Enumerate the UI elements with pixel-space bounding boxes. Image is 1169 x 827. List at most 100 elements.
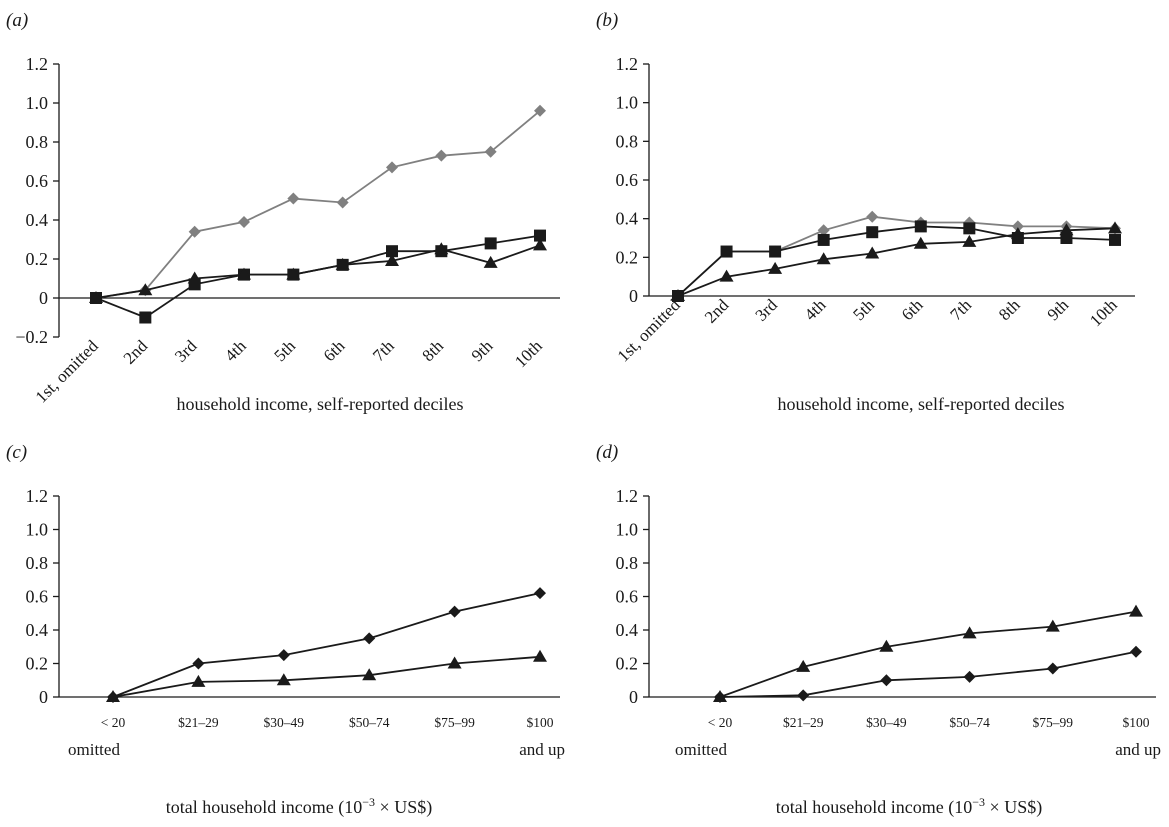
y-tick-label: 0.2 (26, 249, 49, 269)
series-diamond (714, 645, 1142, 703)
x-axis-title-part: total household income (10 (166, 797, 362, 818)
x-tick-label: $21–29 (178, 715, 219, 730)
data-point-triangle (191, 674, 206, 687)
data-point-diamond (287, 192, 300, 205)
data-point-square (769, 245, 782, 258)
x-tick-label: 4th (801, 295, 830, 324)
panel-label: (a) (6, 10, 28, 31)
data-point-diamond (817, 224, 830, 237)
data-point-triangle (962, 234, 977, 247)
data-point-diamond (188, 225, 201, 238)
y-tick-label: 1.2 (26, 486, 49, 506)
x-tick-label: $100 (1123, 715, 1150, 730)
data-point-diamond (484, 145, 497, 158)
data-point-square (817, 233, 830, 246)
data-point-diamond (435, 149, 448, 162)
series-triangle (671, 221, 1122, 301)
y-tick-label: 0.6 (616, 170, 639, 190)
x-tick-label: 5th (849, 295, 878, 324)
y-tick-label: 1.0 (26, 93, 49, 113)
x-axis-title: household income, self-reported deciles (778, 394, 1065, 414)
y-tick-label: 0.8 (616, 553, 639, 573)
x-tick-label: 9th (468, 336, 497, 365)
data-point-triangle (796, 659, 811, 672)
x-tick-label: 6th (320, 336, 349, 365)
x-tick-label: 9th (1043, 295, 1072, 324)
x-tick-label: 4th (221, 336, 250, 365)
x-axis-title: total household income (10−3 × US$) (776, 795, 1042, 818)
data-point-triangle (962, 626, 977, 639)
chart-panel-c: (c) 0 0.2 0.4 0.6 0.8 1.0 1.2 < 20 $21–29 $30–49 $5… (6, 442, 565, 818)
x-tick-label: 8th (995, 295, 1024, 324)
data-point-diamond (797, 689, 810, 702)
x-axis-title-part: total household income (10 (776, 797, 972, 818)
data-point-triangle (865, 246, 880, 259)
x-axis-title-superscript: −3 (362, 795, 375, 809)
x-tick-label: 10th (511, 336, 546, 371)
data-point-diamond (1130, 645, 1142, 658)
y-tick-label: 0.6 (616, 587, 639, 607)
y-tick-label: 0 (39, 687, 48, 707)
y-tick-label: −0.2 (15, 327, 48, 347)
chart-panel-d: (d) 0 0.2 0.4 0.6 0.8 1.0 1.2 < 20 $21–29 $30–49 $5… (596, 442, 1161, 818)
data-point-triangle (335, 257, 350, 270)
data-point-diamond (534, 104, 546, 117)
data-point-square (534, 229, 546, 242)
data-point-triangle (913, 236, 928, 249)
y-tick-label: 0.8 (616, 131, 639, 151)
y-tick-label: 1.2 (616, 486, 639, 506)
x-axis-title-part: × US$) (375, 797, 432, 818)
data-point-triangle (447, 656, 462, 669)
x-tick-label: $100 (527, 715, 554, 730)
x-tick-label: 3rd (171, 336, 201, 366)
data-point-diamond (336, 196, 349, 209)
data-point-triangle (483, 255, 498, 268)
y-tick-label: 0.2 (616, 654, 639, 674)
x-tick-label: $75–99 (1033, 715, 1074, 730)
x-tick-label: 2nd (701, 295, 733, 327)
data-point-diamond (363, 632, 376, 645)
series-triangle (106, 649, 547, 702)
x-tick-label: $30–49 (866, 715, 907, 730)
series-triangle (89, 238, 547, 303)
y-tick-label: 0.6 (26, 171, 49, 191)
data-point-triangle (816, 252, 831, 265)
series-line-triangle (112, 655, 541, 698)
data-point-triangle (1059, 223, 1074, 236)
data-point-triangle (89, 291, 103, 303)
data-point-triangle (237, 267, 251, 280)
x-tick-label: 10th (1086, 295, 1121, 330)
data-point-triangle (106, 690, 120, 702)
x-axis-title: total household income (10−3 × US$) (166, 795, 432, 818)
y-tick-label: 0.2 (616, 247, 639, 267)
data-point-square (139, 311, 152, 324)
data-point-triangle (879, 639, 894, 652)
y-tick-label: 1.0 (26, 520, 49, 540)
series-line-diamond (112, 592, 541, 698)
x-axis-title: household income, self-reported deciles (177, 394, 464, 414)
y-tick-label: 0.4 (26, 210, 49, 230)
data-point-triangle (276, 673, 291, 686)
y-tick-label: 0.4 (616, 209, 639, 229)
data-point-diamond (238, 215, 250, 228)
data-point-triangle (533, 238, 547, 251)
data-point-diamond (1046, 662, 1059, 675)
y-tick-label: 1.0 (616, 520, 639, 540)
x-tick-label: < 20 (101, 715, 126, 730)
series-line-diamond (719, 650, 1137, 698)
data-point-diamond (1011, 220, 1024, 233)
x-tick-label: 1st, omitted (614, 295, 685, 366)
data-point-triangle (1129, 604, 1143, 617)
data-point-square (1109, 233, 1121, 246)
series-line-square (95, 234, 541, 319)
x-tick-label: 6th (898, 295, 927, 324)
series-line-diamond (95, 110, 541, 299)
data-point-square (914, 220, 927, 233)
chart-panel-b: (b) 0 0.2 0.4 0.6 0.8 1.0 1.2 1st, omitted 2nd 3rd… (596, 10, 1135, 414)
data-point-triangle (385, 253, 399, 266)
y-tick-label: 0 (629, 687, 638, 707)
series-diamond (90, 104, 546, 304)
series-diamond (672, 210, 1121, 302)
